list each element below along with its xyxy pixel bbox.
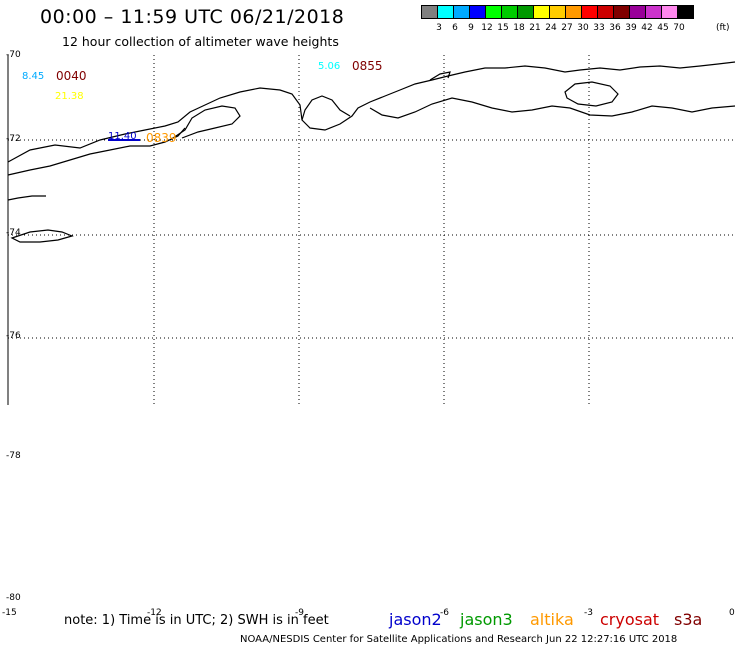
scale-label-12: 12 — [481, 23, 493, 33]
coastline-ice-shelf — [7, 61, 736, 163]
scale-label-39: 39 — [625, 23, 637, 33]
coastline-lobe — [7, 127, 186, 176]
lat-label-70: -70 — [6, 50, 21, 60]
satellite-altika: altika — [530, 610, 574, 629]
scale-label-18: 18 — [513, 23, 525, 33]
scale-label-33: 33 — [593, 23, 605, 33]
lat-label-78: -78 — [6, 451, 21, 461]
scale-label-42: 42 — [641, 23, 653, 33]
obs-value-1: 8.45 — [22, 71, 45, 82]
map-title: 00:00 – 11:59 UTC 06/21/2018 — [40, 6, 345, 28]
satellite-jason2: jason2 — [389, 610, 442, 629]
tick-lon-3: -6 — [440, 608, 449, 618]
coastline-north-bump — [429, 71, 451, 81]
footer-credit: NOAA/NESDIS Center for Satellite Applica… — [240, 634, 678, 645]
lat-label-72: -72 — [6, 134, 21, 144]
obs-time-2: 0855 — [352, 59, 383, 73]
latitude-gridlines — [8, 139, 735, 339]
tick-lon-2: -9 — [295, 608, 304, 618]
scale-label-6: 6 — [452, 23, 458, 33]
coastline-inland — [369, 97, 736, 119]
obs-value-3: 5.06 — [318, 61, 341, 72]
map-subtitle: 12 hour collection of altimeter wave hei… — [62, 34, 339, 49]
scale-label-3: 3 — [436, 23, 442, 33]
obs-value-2: 21.38 — [55, 91, 84, 102]
color-scale-unit: (ft) — [716, 23, 730, 33]
scale-label-30: 30 — [577, 23, 589, 33]
lat-label-80: -80 — [6, 593, 21, 603]
footer-note: note: 1) Time is in UTC; 2) SWH is in fe… — [64, 613, 329, 628]
obs-time-3: 0839 — [146, 131, 177, 145]
scale-label-24: 24 — [545, 23, 557, 33]
coastline — [7, 61, 736, 243]
tick-lon-1: -12 — [147, 608, 162, 618]
scale-label-21: 21 — [529, 23, 541, 33]
lat-label-74: -74 — [6, 228, 21, 238]
tick-right-bottom: 0 — [729, 608, 735, 618]
scale-label-45: 45 — [657, 23, 669, 33]
coastline-bay — [301, 95, 351, 121]
lat-label-76: -76 — [6, 331, 21, 341]
scale-label-27: 27 — [561, 23, 573, 33]
obs-value-4: 11.40 — [108, 131, 137, 142]
island — [564, 81, 619, 107]
scale-label-36: 36 — [609, 23, 621, 33]
scale-label-9: 9 — [468, 23, 474, 33]
longitude-gridlines — [153, 55, 590, 405]
tick-lon-4: -3 — [584, 608, 593, 618]
coastline-left-strip — [7, 195, 46, 201]
satellite-cryosat: cryosat — [600, 610, 660, 629]
tick-left-bottom: -15 — [2, 608, 17, 618]
coastline-peninsula — [169, 105, 241, 141]
scale-label-70: 70 — [673, 23, 685, 33]
obs-time-1: 0040 — [56, 69, 87, 83]
color-swatch-max — [677, 5, 694, 19]
color-scale-legend — [421, 5, 694, 19]
coastline-small-ice — [10, 229, 74, 243]
scale-label-15: 15 — [497, 23, 509, 33]
satellite-jason3: jason3 — [460, 610, 513, 629]
satellite-s3a: s3a — [674, 610, 703, 629]
